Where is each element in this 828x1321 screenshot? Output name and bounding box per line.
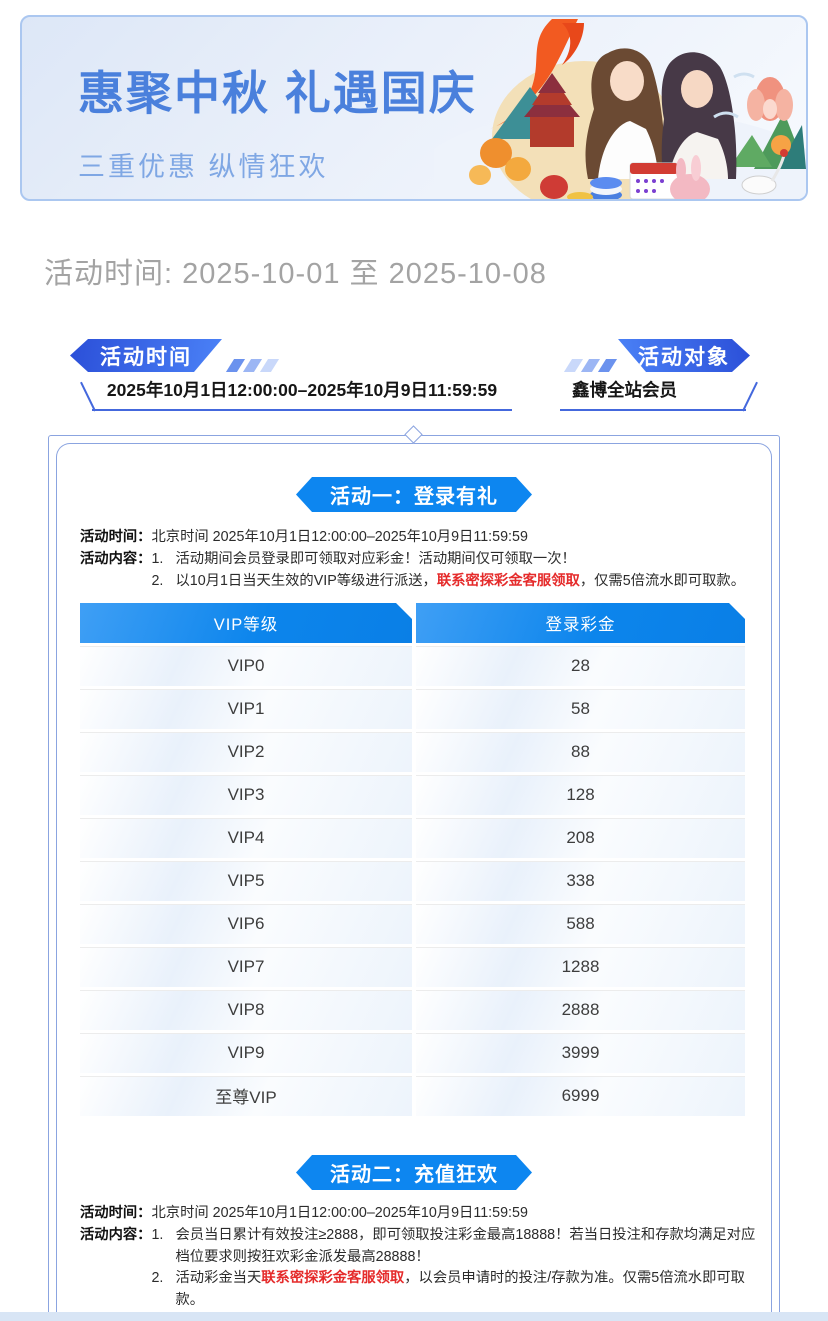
activity1-time-line: 活动时间： 北京时间 2025年10月1日12:00:00–2025年10月9日…	[80, 527, 756, 549]
table-cell: 3999	[416, 1032, 745, 1073]
table-cell: VIP1	[80, 688, 412, 729]
activity-audience-value: 鑫博全站会员	[560, 377, 746, 411]
slash-decoration	[225, 359, 280, 372]
activity-date-range: 活动时间: 2025-10-01 至 2025-10-08	[44, 258, 547, 290]
table-cell: 58	[416, 688, 745, 729]
table-cell: VIP3	[80, 774, 412, 815]
promo-banner: 惠聚中秋 礼遇国庆 三重优惠 纵情狂欢	[20, 15, 808, 201]
activity2-time-label: 活动时间：	[80, 1205, 152, 1221]
table-cell: 128	[416, 774, 745, 815]
banner-subtitle: 三重优惠 纵情狂欢	[78, 152, 329, 182]
table-cell: 1288	[416, 946, 745, 987]
table-cell: VIP2	[80, 731, 412, 772]
table-cell: VIP7	[80, 946, 412, 987]
table-row: VIP4 208	[80, 817, 745, 858]
table-cell: 2888	[416, 989, 745, 1030]
activity1-content-line: 活动内容： 1. 活动期间会员登录即可领取对应彩金！活动期间仅可领取一次！ 2.…	[80, 549, 756, 593]
table-header-login-bonus: 登录彩金	[416, 603, 745, 643]
badge-activity-audience: 活动对象 鑫博全站会员	[560, 339, 750, 411]
claim-cta-text: 联系密探彩金客服领取	[436, 572, 580, 589]
table-row: VIP7 1288	[80, 946, 745, 987]
table-row: VIP2 88	[80, 731, 745, 772]
activity1-time-value: 北京时间 2025年10月1日12:00:00–2025年10月9日11:59:…	[151, 529, 528, 545]
festival-illustration	[434, 19, 806, 199]
activity2-rule-1: 1. 会员当日累计有效投注≥2888，即可领取投注彩金最高18888！若当日投注…	[151, 1226, 756, 1265]
activity2-title-badge: 活动二：充值狂欢	[296, 1155, 532, 1190]
frame-inner-border	[56, 443, 772, 1321]
activity1-title-badge: 活动一：登录有礼	[296, 477, 532, 512]
claim-cta-text: 联系密探彩金客服领取	[261, 1270, 405, 1287]
activity1-time-label: 活动时间：	[80, 529, 152, 545]
table-cell: 至尊VIP	[80, 1075, 412, 1116]
table-row: VIP1 58	[80, 688, 745, 729]
table-row: VIP3 128	[80, 774, 745, 815]
banner-title: 惠聚中秋 礼遇国庆	[78, 67, 477, 119]
activity1-meta: 活动时间： 北京时间 2025年10月1日12:00:00–2025年10月9日…	[80, 527, 756, 592]
activity2-rule-2: 2. 活动彩金当天联系密探彩金客服领取，以会员申请时的投注/存款为准。仅需5倍流…	[151, 1270, 745, 1309]
table-cell: VIP8	[80, 989, 412, 1030]
content-frame: 活动一：登录有礼 活动时间： 北京时间 2025年10月1日12:00:00–2…	[48, 425, 780, 1321]
table-cell: 208	[416, 817, 745, 858]
activity1-content-label: 活动内容：	[80, 550, 152, 567]
table-row: VIP9 3999	[80, 1032, 745, 1073]
table-cell: 338	[416, 860, 745, 901]
slash-decoration	[563, 359, 618, 372]
banner-text-block: 惠聚中秋 礼遇国庆 三重优惠 纵情狂欢	[78, 57, 477, 184]
table-cell: 28	[416, 645, 745, 686]
activity-time-value: 2025年10月1日12:00:00–2025年10月9日11:59:59	[92, 377, 512, 411]
activity2-time-line: 活动时间： 北京时间 2025年10月1日12:00:00–2025年10月9日…	[80, 1203, 756, 1225]
table-cell: VIP0	[80, 645, 412, 686]
table-cell: VIP5	[80, 860, 412, 901]
activity2-time-value: 北京时间 2025年10月1日12:00:00–2025年10月9日11:59:…	[151, 1205, 528, 1221]
activity1-rule-1: 1. 活动期间会员登录即可领取对应彩金！活动期间仅可领取一次！	[151, 550, 576, 567]
activity1-rule-2: 2. 以10月1日当天生效的VIP等级进行派送，联系密探彩金客服领取，仅需5倍流…	[151, 572, 746, 589]
ribbon-activity-audience: 活动对象	[618, 339, 750, 372]
table-row: VIP6 588	[80, 903, 745, 944]
table-header-row: VIP等级 登录彩金	[80, 603, 745, 643]
vip-bonus-table: VIP等级 登录彩金 VIP0 28 VIP1 58 VIP2 88 VIP3 128 VIP4…	[80, 603, 745, 1116]
table-cell: VIP6	[80, 903, 412, 944]
activity2-meta: 活动时间： 北京时间 2025年10月1日12:00:00–2025年10月9日…	[80, 1203, 756, 1312]
table-row: VIP8 2888	[80, 989, 745, 1030]
activity2-content-line: 活动内容： 1. 会员当日累计有效投注≥2888，即可领取投注彩金最高18888…	[80, 1225, 756, 1312]
badge-activity-time: 活动时间 2025年10月1日12:00:00–2025年10月9日11:59:…	[70, 339, 512, 411]
activity2-content-label: 活动内容：	[80, 1226, 152, 1243]
table-header-vip-level: VIP等级	[80, 603, 412, 643]
table-cell: 588	[416, 903, 745, 944]
table-cell: VIP9	[80, 1032, 412, 1073]
table-cell: 88	[416, 731, 745, 772]
table-row: VIP0 28	[80, 645, 745, 686]
table-cell: 6999	[416, 1075, 745, 1116]
table-row: 至尊VIP 6999	[80, 1075, 745, 1116]
vip-table-rows: VIP0 28 VIP1 58 VIP2 88 VIP3 128 VIP4 208 VIP5 338 V…	[80, 645, 745, 1116]
bottom-band	[0, 1312, 828, 1321]
ribbon-activity-time: 活动时间	[70, 339, 222, 372]
table-cell: VIP4	[80, 817, 412, 858]
table-row: VIP5 338	[80, 860, 745, 901]
